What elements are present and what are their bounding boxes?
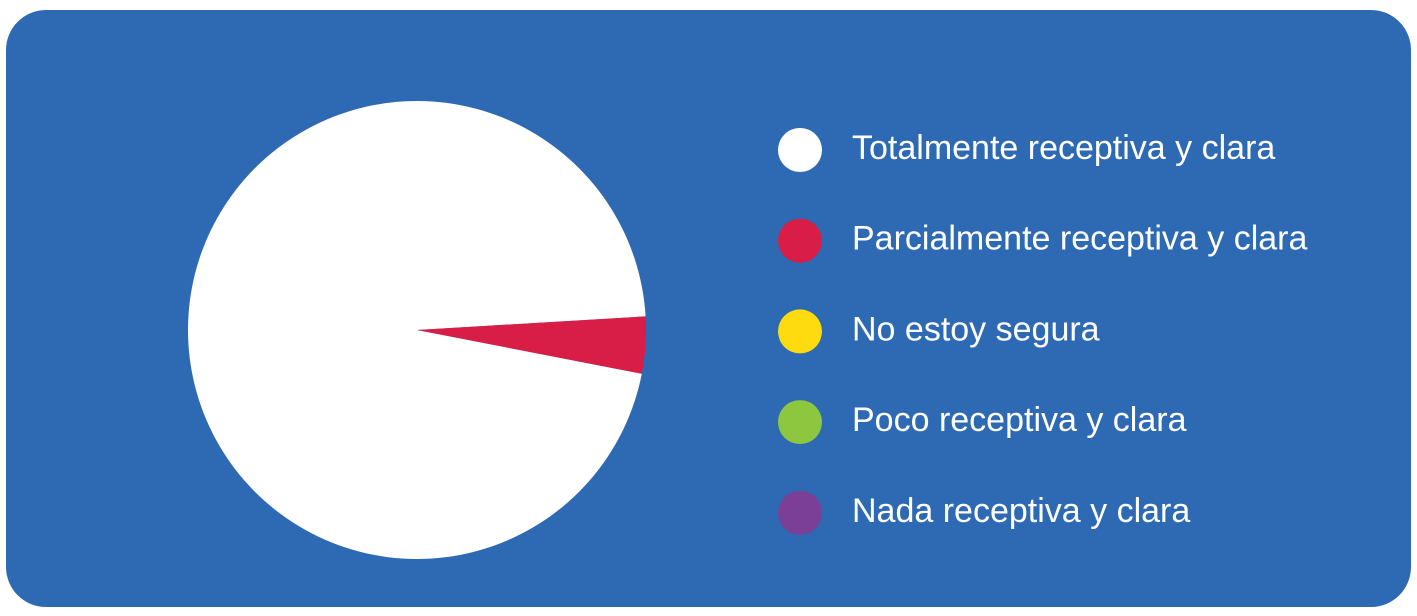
legend-label: Parcialmente receptiva y clara xyxy=(852,220,1308,258)
legend-label: Totalmente receptiva y clara xyxy=(852,129,1275,167)
legend-label: No estoy segura xyxy=(852,310,1100,348)
pie-slice xyxy=(417,316,646,374)
legend-label: Nada receptiva y clara xyxy=(852,492,1190,530)
legend-marker xyxy=(778,490,822,535)
legend-marker xyxy=(778,218,822,263)
pie-slice xyxy=(187,100,646,559)
legend-marker xyxy=(778,309,822,354)
legend-marker xyxy=(778,400,822,445)
legend-label: Poco receptiva y clara xyxy=(852,401,1187,439)
legend-marker xyxy=(778,128,822,172)
